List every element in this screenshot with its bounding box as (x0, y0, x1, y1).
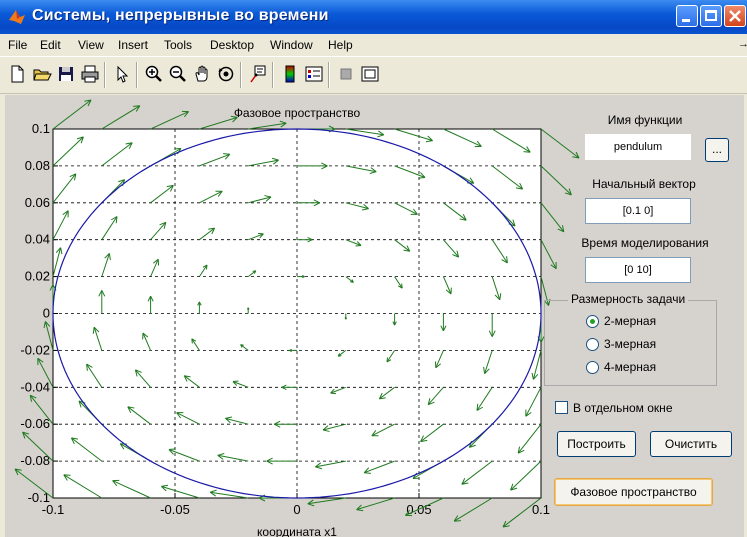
menu-insert[interactable]: Insert (118, 38, 149, 52)
function-name-field[interactable]: pendulum (585, 134, 691, 160)
radio-4d-label[interactable]: 4-мерная (604, 360, 657, 374)
minimize-icon (682, 19, 690, 22)
radio-2d[interactable] (586, 315, 599, 328)
function-name-label: Имя функции (607, 113, 683, 127)
sim-time-field[interactable]: [0 10] (585, 257, 691, 283)
colorbar-icon[interactable] (280, 64, 300, 84)
browse-function-button[interactable]: ... (705, 138, 729, 162)
pan-hand-icon[interactable] (192, 64, 212, 84)
close-button[interactable] (724, 5, 746, 27)
radio-3d-label[interactable]: 3-мерная (604, 337, 657, 351)
title-bar[interactable]: Системы, непрерывные во времени (0, 0, 747, 34)
show-plot-tools-icon[interactable] (360, 64, 380, 84)
hide-plot-tools-icon[interactable] (336, 64, 356, 84)
toolbar-separator (104, 62, 106, 88)
dimension-groupbox-title: Размерность задачи (568, 292, 689, 306)
pointer-icon[interactable] (112, 64, 132, 84)
print-icon[interactable] (80, 64, 100, 84)
radio-3d[interactable] (586, 338, 599, 351)
open-folder-icon[interactable] (32, 64, 52, 84)
data-cursor-icon[interactable] (248, 64, 268, 84)
phase-space-button[interactable]: Фазовое пространство (554, 478, 713, 506)
maximize-icon (705, 10, 717, 21)
toolbar-separator (328, 62, 330, 88)
menu-window[interactable]: Window (270, 38, 313, 52)
new-file-icon[interactable] (7, 64, 27, 84)
separate-window-checkbox[interactable] (555, 401, 568, 414)
menu-desktop[interactable]: Desktop (210, 38, 255, 52)
clear-button[interactable]: Очистить (650, 431, 732, 457)
menu-tools[interactable]: Tools (164, 38, 193, 52)
initial-vector-label: Начальный вектор (592, 177, 696, 191)
sim-time-label: Время моделирования (581, 236, 709, 250)
minimize-button[interactable] (676, 5, 698, 27)
separate-window-label[interactable]: В отдельном окне (573, 401, 673, 415)
radio-2d-label[interactable]: 2-мерная (604, 314, 657, 328)
menu-edit[interactable]: Edit (40, 38, 61, 52)
save-icon[interactable] (56, 64, 76, 84)
toolbar-separator (240, 62, 242, 88)
menu-help[interactable]: Help (328, 38, 353, 52)
matlab-logo-icon (9, 10, 25, 24)
rotate-3d-icon[interactable] (216, 64, 236, 84)
window-title: Системы, непрерывные во времени (32, 7, 329, 24)
menu-file[interactable]: File (8, 38, 28, 52)
toolbar-separator (272, 62, 274, 88)
zoom-out-icon[interactable] (168, 64, 188, 84)
zoom-in-icon[interactable] (144, 64, 164, 84)
menu-view[interactable]: View (78, 38, 104, 52)
legend-icon[interactable] (304, 64, 324, 84)
radio-4d[interactable] (586, 361, 599, 374)
radio-selected-dot (590, 319, 595, 324)
build-button[interactable]: Построить (557, 431, 636, 457)
menu-bar (0, 34, 747, 56)
initial-vector-field[interactable]: [0.1 0] (585, 198, 691, 224)
close-icon (729, 10, 741, 22)
toolbar-separator (136, 62, 138, 88)
maximize-button[interactable] (700, 5, 722, 27)
menu-overflow-icon[interactable]: → (738, 38, 747, 50)
